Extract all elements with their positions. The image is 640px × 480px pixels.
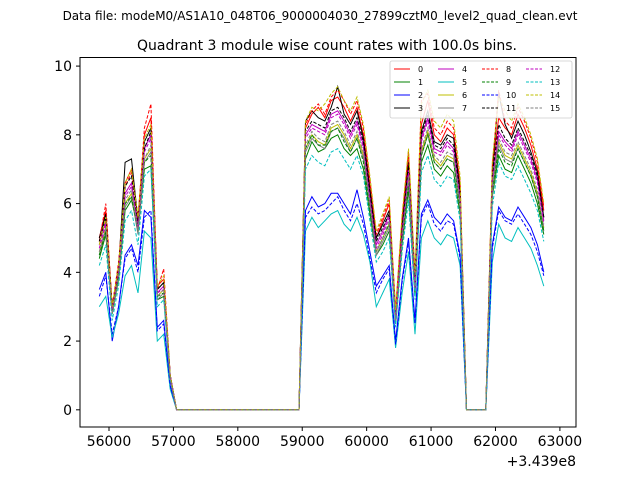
series-line-4 — [98, 110, 545, 411]
legend-label-6: 6 — [462, 91, 467, 100]
y-tick-label: 2 — [63, 334, 72, 350]
series-line-14 — [98, 85, 545, 411]
y-axis: 0 2 4 6 8 10 — [54, 59, 80, 419]
x-tick-label: 63000 — [538, 434, 583, 450]
legend-label-1: 1 — [418, 78, 423, 87]
legend-label-13: 13 — [550, 78, 560, 87]
y-tick-label: 8 — [63, 128, 72, 144]
legend-label-9: 9 — [506, 78, 511, 87]
legend-frame — [389, 60, 573, 119]
series-line-12 — [98, 113, 545, 411]
legend-label-7: 7 — [462, 104, 467, 113]
series-line-3 — [98, 84, 545, 411]
series-line-6 — [98, 123, 545, 411]
series-line-7 — [98, 127, 545, 411]
x-offset-label: +3.439e8 — [507, 454, 576, 470]
x-tick-label: 58000 — [216, 434, 261, 450]
y-tick-label: 4 — [63, 265, 72, 281]
x-tick-label: 61000 — [409, 434, 454, 450]
legend-label-0: 0 — [418, 65, 423, 74]
x-tick-label: 57000 — [151, 434, 196, 450]
series-line-11 — [98, 106, 545, 411]
series-line-2 — [98, 189, 545, 411]
legend-label-4: 4 — [462, 65, 467, 74]
x-tick-label: 59000 — [280, 434, 325, 450]
legend-label-11: 11 — [506, 104, 516, 113]
data-file-label: Data file: modeM0/AS1A10_048T06_90000040… — [63, 9, 578, 23]
legend-label-12: 12 — [550, 65, 560, 74]
x-axis: 56000 57000 58000 59000 60000 61000 62000 63000 — [87, 427, 582, 450]
series-line-9 — [98, 127, 545, 411]
chart-title: Quadrant 3 module wise count rates with … — [137, 38, 517, 54]
x-tick-label: 56000 — [87, 434, 132, 450]
legend-label-2: 2 — [418, 91, 423, 100]
y-tick-label: 6 — [63, 197, 72, 213]
legend-label-3: 3 — [418, 104, 423, 113]
legend-label-14: 14 — [550, 91, 560, 100]
legend-label-15: 15 — [550, 104, 560, 113]
series-line-8 — [98, 89, 545, 411]
legend-label-10: 10 — [506, 91, 516, 100]
series-line-13 — [98, 147, 545, 411]
series-line-1 — [98, 134, 545, 411]
y-tick-label: 0 — [63, 403, 72, 419]
x-tick-label: 62000 — [473, 434, 518, 450]
legend-label-8: 8 — [506, 65, 511, 74]
series-line-15 — [98, 120, 545, 411]
x-tick-label: 60000 — [344, 434, 389, 450]
y-tick-label: 10 — [54, 59, 72, 75]
plot-area — [98, 84, 545, 411]
plot-frame — [79, 57, 577, 428]
legend-label-5: 5 — [462, 78, 467, 87]
